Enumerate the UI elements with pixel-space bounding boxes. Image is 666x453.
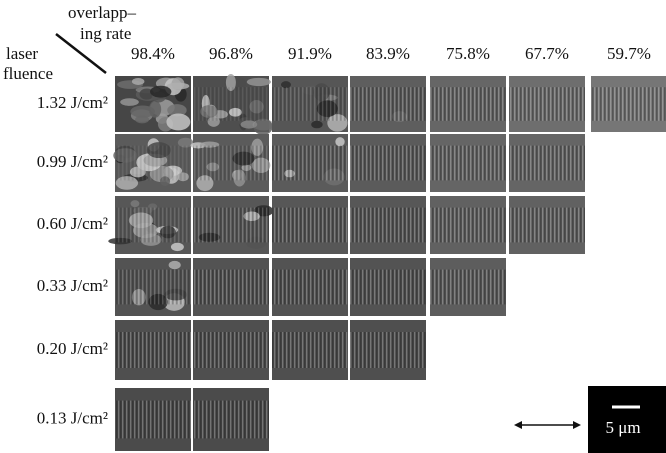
texture [241, 120, 258, 128]
ripples [350, 87, 426, 121]
texture [169, 261, 181, 269]
ripples [193, 87, 269, 121]
ripples [591, 87, 666, 121]
ripples [193, 332, 269, 368]
ripples [272, 332, 348, 368]
scale-label: 5 μm [605, 418, 640, 437]
sem-image [430, 134, 506, 192]
sem-image [509, 196, 585, 254]
texture [167, 83, 190, 90]
texture [149, 101, 161, 118]
column-label: 83.9% [366, 44, 410, 63]
ripples [272, 87, 348, 121]
column-label: 98.4% [131, 44, 175, 63]
sem-image [272, 196, 348, 254]
sem-image [430, 258, 506, 316]
sem-image [272, 134, 348, 192]
column-label: 96.8% [209, 44, 253, 63]
sem-image [193, 388, 269, 451]
sem-image [191, 134, 271, 192]
texture [166, 114, 190, 131]
corner-top-label: ing rate [80, 24, 131, 43]
row-label: 0.13 J/cm² [37, 408, 108, 427]
ripples [430, 208, 506, 243]
ripples [509, 146, 585, 181]
sem-image [350, 196, 426, 254]
sem-image [115, 388, 191, 451]
texture [281, 81, 291, 88]
ripples [509, 208, 585, 243]
ripples [350, 146, 426, 181]
ripples [430, 270, 506, 305]
texture [253, 118, 272, 134]
sem-image [350, 258, 426, 316]
ripples [509, 87, 585, 121]
column-label: 59.7% [607, 44, 651, 63]
sem-image [272, 320, 348, 380]
figure: overlapp– ing rate laser fluence 5 μm 98… [0, 0, 666, 453]
texture [171, 243, 184, 251]
corner-top-label: overlapp– [68, 3, 136, 22]
ripples [272, 208, 348, 243]
texture [131, 200, 140, 207]
ripples [272, 146, 348, 181]
row-label: 1.32 J/cm² [37, 93, 108, 112]
ripples [193, 270, 269, 305]
ripples [272, 270, 348, 305]
ripples [193, 208, 269, 243]
ripples [350, 208, 426, 243]
sem-image [193, 74, 274, 135]
sem-image [350, 320, 426, 380]
texture [150, 86, 171, 98]
sem-image [113, 134, 193, 192]
ripples [430, 146, 506, 181]
sem-image [591, 76, 666, 132]
ripples [115, 146, 191, 181]
ripples [115, 270, 191, 305]
sem-image [193, 320, 269, 380]
ripples [193, 401, 269, 439]
column-label: 67.7% [525, 44, 569, 63]
sem-image [272, 76, 348, 132]
sem-image [430, 196, 506, 254]
sem-image [193, 196, 273, 254]
sem-image [509, 76, 585, 132]
sem-image [430, 76, 506, 132]
corner-left-label: laser [6, 44, 38, 63]
ripples [350, 270, 426, 305]
texture [311, 121, 322, 129]
ripples [115, 208, 191, 243]
page: overlapp– ing rate laser fluence 5 μm 98… [0, 0, 666, 453]
sem-image [115, 320, 191, 380]
row-label: 0.99 J/cm² [37, 152, 108, 171]
row-label: 0.20 J/cm² [37, 339, 108, 358]
ripples [350, 332, 426, 368]
column-label: 75.8% [446, 44, 490, 63]
sem-image [115, 76, 191, 132]
row-label: 0.60 J/cm² [37, 214, 108, 233]
sem-image [108, 196, 191, 254]
sem-image [193, 258, 269, 316]
ripples [193, 146, 269, 181]
sem-image [350, 76, 426, 132]
column-label: 91.9% [288, 44, 332, 63]
texture [120, 98, 139, 106]
row-label: 0.33 J/cm² [37, 276, 108, 295]
corner-left-label: fluence [3, 64, 53, 83]
texture [247, 78, 271, 86]
sem-image [115, 258, 191, 316]
sem-image [272, 258, 348, 316]
ripples [115, 401, 191, 439]
texture [132, 78, 144, 85]
ripples [115, 332, 191, 368]
sem-image [350, 134, 426, 192]
ripples [430, 87, 506, 121]
sem-image [509, 134, 585, 192]
texture [335, 137, 344, 146]
